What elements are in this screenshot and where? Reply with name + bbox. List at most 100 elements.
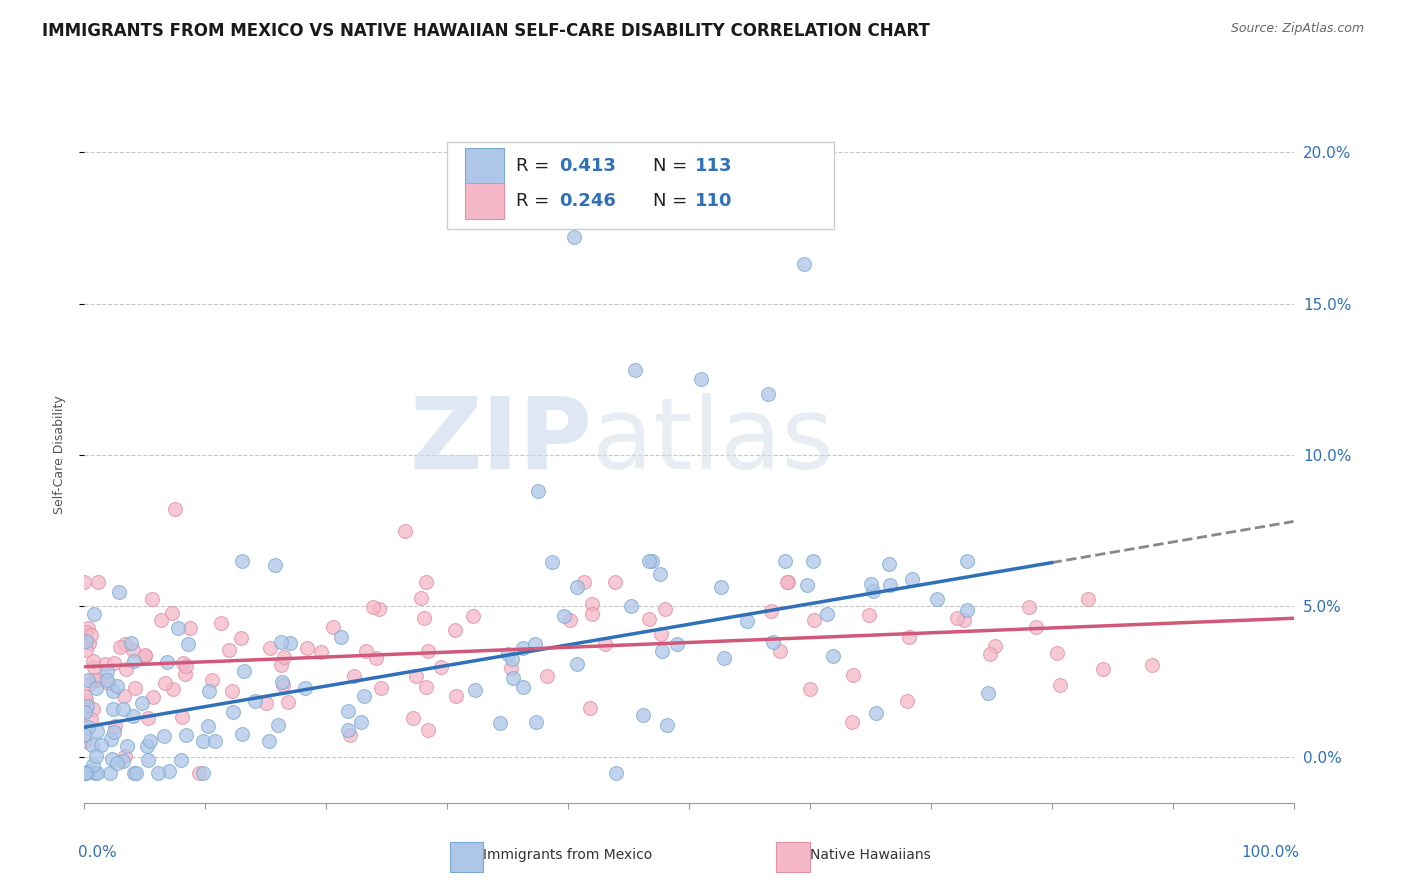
Text: 100.0%: 100.0% bbox=[1241, 845, 1299, 860]
Point bbox=[193, 734, 215, 748]
Point bbox=[499, 661, 522, 675]
Point bbox=[901, 573, 924, 587]
Point bbox=[690, 372, 713, 386]
Point bbox=[411, 591, 433, 605]
Point bbox=[553, 609, 575, 624]
Point bbox=[651, 644, 673, 658]
Point bbox=[979, 647, 1001, 661]
Point bbox=[976, 686, 998, 700]
Point bbox=[221, 684, 243, 698]
Point bbox=[100, 732, 122, 747]
FancyBboxPatch shape bbox=[447, 142, 834, 229]
Point bbox=[565, 657, 588, 672]
Point bbox=[172, 656, 194, 670]
Point bbox=[259, 640, 281, 655]
Point bbox=[368, 602, 391, 616]
Point bbox=[801, 554, 824, 568]
Point bbox=[229, 632, 252, 646]
Point bbox=[860, 577, 883, 591]
FancyBboxPatch shape bbox=[465, 183, 503, 219]
Point bbox=[124, 681, 146, 696]
Text: Source: ZipAtlas.com: Source: ZipAtlas.com bbox=[1230, 22, 1364, 36]
Point bbox=[430, 659, 453, 673]
Point bbox=[96, 664, 118, 678]
Text: IMMIGRANTS FROM MEXICO VS NATIVE HAWAIIAN SELF-CARE DISABILITY CORRELATION CHART: IMMIGRANTS FROM MEXICO VS NATIVE HAWAIIA… bbox=[42, 22, 929, 40]
Point bbox=[776, 574, 799, 589]
Point bbox=[90, 739, 112, 753]
Point bbox=[488, 716, 510, 731]
Point bbox=[149, 613, 172, 627]
Point bbox=[297, 641, 319, 656]
Point bbox=[648, 567, 671, 582]
Point bbox=[501, 652, 523, 666]
Point bbox=[209, 616, 232, 631]
Point bbox=[170, 753, 193, 767]
Point bbox=[160, 606, 183, 620]
Point bbox=[983, 639, 1005, 653]
Point bbox=[366, 651, 388, 665]
Point bbox=[769, 643, 792, 657]
Point bbox=[762, 635, 785, 649]
Point bbox=[879, 578, 901, 592]
Point bbox=[666, 637, 689, 651]
Point bbox=[103, 702, 125, 716]
Point bbox=[353, 690, 375, 704]
Point bbox=[86, 765, 108, 780]
Point bbox=[108, 640, 131, 655]
Point bbox=[76, 673, 98, 688]
Point bbox=[84, 681, 107, 695]
Point bbox=[896, 693, 918, 707]
Point bbox=[294, 681, 316, 695]
Point bbox=[418, 723, 440, 738]
Point bbox=[350, 715, 373, 730]
Point bbox=[638, 554, 661, 568]
Point bbox=[177, 637, 200, 651]
Point bbox=[444, 623, 467, 637]
Point bbox=[897, 630, 920, 644]
Point bbox=[953, 614, 976, 628]
Point bbox=[512, 680, 534, 694]
Point bbox=[79, 677, 101, 691]
Point bbox=[956, 603, 979, 617]
Point bbox=[761, 604, 783, 618]
Point bbox=[80, 712, 103, 726]
Text: R =: R = bbox=[516, 192, 555, 210]
Point bbox=[330, 630, 353, 644]
Point bbox=[187, 765, 209, 780]
Point bbox=[75, 633, 97, 648]
Point bbox=[512, 641, 534, 656]
Point bbox=[309, 645, 332, 659]
Point bbox=[83, 660, 105, 674]
Text: ZIP: ZIP bbox=[409, 392, 592, 490]
Point bbox=[815, 607, 838, 621]
Point bbox=[139, 734, 162, 748]
Point bbox=[623, 363, 645, 377]
FancyBboxPatch shape bbox=[465, 148, 503, 185]
Point bbox=[524, 714, 547, 729]
Point bbox=[77, 764, 100, 778]
Point bbox=[946, 611, 969, 625]
Point bbox=[232, 665, 254, 679]
Point bbox=[841, 715, 863, 730]
Point bbox=[103, 683, 125, 698]
Point bbox=[100, 752, 122, 766]
Point bbox=[254, 697, 277, 711]
Point bbox=[415, 574, 437, 589]
Point bbox=[121, 708, 143, 723]
Point bbox=[277, 695, 299, 709]
Point bbox=[735, 614, 758, 628]
Point bbox=[134, 648, 156, 662]
Point bbox=[655, 717, 678, 731]
Point bbox=[112, 689, 135, 703]
Point bbox=[558, 614, 581, 628]
Point bbox=[153, 729, 176, 743]
Point bbox=[197, 683, 219, 698]
Point bbox=[773, 554, 796, 568]
Point bbox=[97, 676, 120, 690]
Point bbox=[94, 657, 117, 672]
Point bbox=[650, 626, 672, 640]
Point bbox=[231, 727, 253, 741]
Point bbox=[73, 734, 96, 748]
Point bbox=[463, 608, 485, 623]
Point bbox=[77, 622, 100, 636]
